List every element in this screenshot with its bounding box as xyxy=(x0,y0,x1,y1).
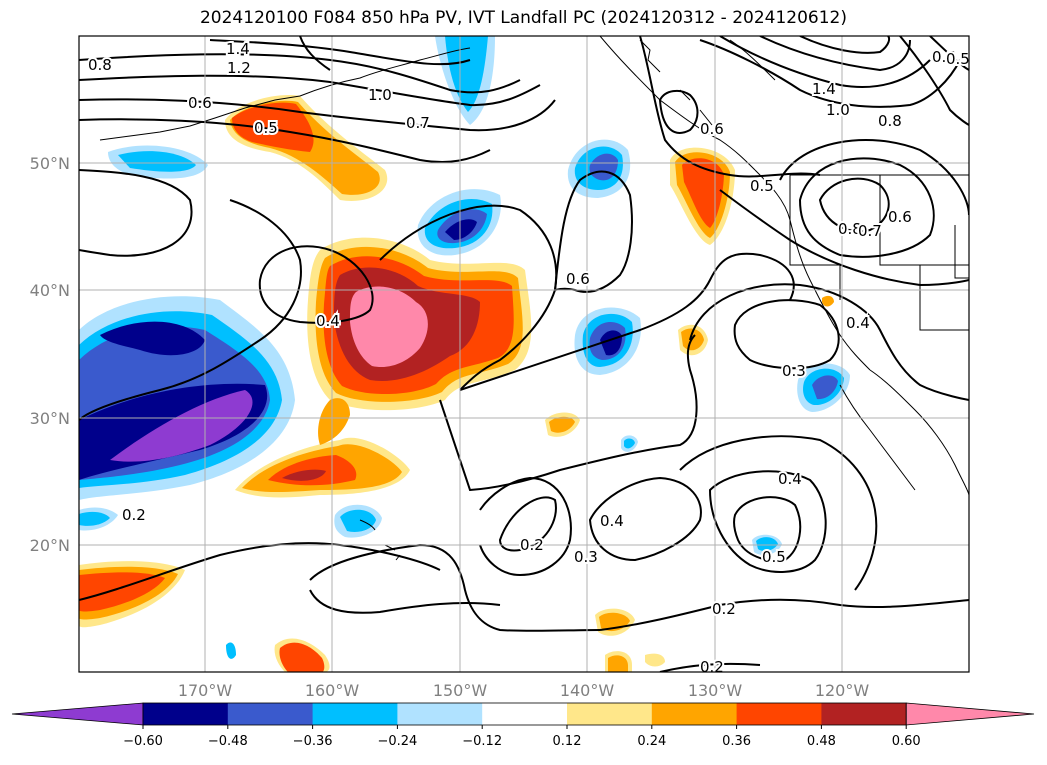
contour-label: 1.4 xyxy=(812,80,836,98)
lon-label-150w: 150°W xyxy=(433,681,488,700)
contour-label: 1.0 xyxy=(826,101,850,119)
contour-labels: 1.4 1.2 0.8 1.0 0.6 0.5 0.7 0.4 0.6 0.5 … xyxy=(86,38,970,676)
plot-frame xyxy=(78,35,970,673)
contour-label: 0.4 xyxy=(846,314,870,332)
colorbar-tick-label: −0.60 xyxy=(123,734,163,749)
lat-label-30n: 30°N xyxy=(30,409,70,428)
contour-label: 0.8 xyxy=(88,56,112,74)
contour-label: 0.3 xyxy=(574,548,598,566)
contour-label: 0.7 xyxy=(406,114,430,132)
colorbar-tick-label: 0.24 xyxy=(637,734,666,749)
lon-label-140w: 140°W xyxy=(560,681,615,700)
colorbar-segment xyxy=(227,703,314,725)
colorbar-segment xyxy=(821,703,907,725)
lat-label-50n: 50°N xyxy=(30,154,70,173)
colorbar-outline xyxy=(142,702,907,726)
colorbar-segment xyxy=(651,703,738,725)
contour-label: 0.7 xyxy=(858,222,882,240)
contour-label: 1.2 xyxy=(227,59,251,77)
colorbar-extend-high xyxy=(905,702,1035,726)
colorbar-segment xyxy=(143,703,229,725)
contour-label: 0.5 xyxy=(254,119,278,137)
colorbar-tick-label: −0.48 xyxy=(208,734,248,749)
contour-label: 0.2 xyxy=(122,506,146,524)
lat-label-20n: 20°N xyxy=(30,536,70,555)
contour-label: 0.6 xyxy=(188,94,212,112)
colorbar-tick-label: 0.60 xyxy=(892,734,921,749)
lon-label-130w: 130°W xyxy=(688,681,743,700)
colorbar-segment xyxy=(312,703,398,725)
contour-label: 0.4 xyxy=(600,512,624,530)
contour-label: 0.4 xyxy=(316,312,340,330)
colorbar-tick-label: 0.36 xyxy=(722,734,751,749)
contour-label: 0.2 xyxy=(712,600,736,618)
contour-label: 0.6 xyxy=(700,120,724,138)
colorbar-tick-label: −0.12 xyxy=(462,734,502,749)
map-title: 2024120100 F084 850 hPa PV, IVT Landfall… xyxy=(199,8,847,28)
lon-label-170w: 170°W xyxy=(178,681,233,700)
contour-label: 0.6 xyxy=(888,208,912,226)
filled-anomalies xyxy=(79,36,850,672)
contour-label: 0.2 xyxy=(520,536,544,554)
contour-label: 0.8 xyxy=(878,112,902,130)
colorbar-segment xyxy=(482,703,568,725)
colorbar-tick-label: −0.24 xyxy=(377,734,417,749)
contour-label: 0.4 xyxy=(778,470,802,488)
contour-label: 0.6 xyxy=(566,270,590,288)
lat-labels: 50°N 40°N 30°N 20°N xyxy=(30,154,70,555)
colorbar-segment xyxy=(736,703,822,725)
contour-label: 0.5 xyxy=(946,50,970,68)
contour-label: 0.5 xyxy=(762,548,786,566)
contour-label: 0.8 xyxy=(838,220,862,238)
graticule xyxy=(79,36,969,672)
contour-label: 0.3 xyxy=(782,362,806,380)
colorbar-extend-low xyxy=(11,702,144,726)
lon-label-160w: 160°W xyxy=(305,681,360,700)
colorbar: −0.60 −0.48 −0.36 −0.24 −0.12 0.12 0.24 0.36 0.4… xyxy=(11,702,1035,749)
colorbar-segment xyxy=(567,703,653,725)
colorbar-tick-label: 0.48 xyxy=(807,734,836,749)
colorbar-segment xyxy=(397,703,483,725)
pv-contours xyxy=(79,36,969,672)
contour-label: 1.0 xyxy=(368,86,392,104)
colorbar-tick-label: 0.12 xyxy=(553,734,582,749)
contour-label: 0.6 xyxy=(932,48,956,66)
contour-label: 0.5 xyxy=(750,177,774,195)
lon-label-120w: 120°W xyxy=(815,681,870,700)
lon-labels: 170°W 160°W 150°W 140°W 130°W 120°W xyxy=(178,681,870,700)
colorbar-tick-label: −0.36 xyxy=(293,734,333,749)
contour-label: 0.2 xyxy=(700,658,724,676)
contour-label: 1.4 xyxy=(226,40,250,58)
lat-label-40n: 40°N xyxy=(30,281,70,300)
